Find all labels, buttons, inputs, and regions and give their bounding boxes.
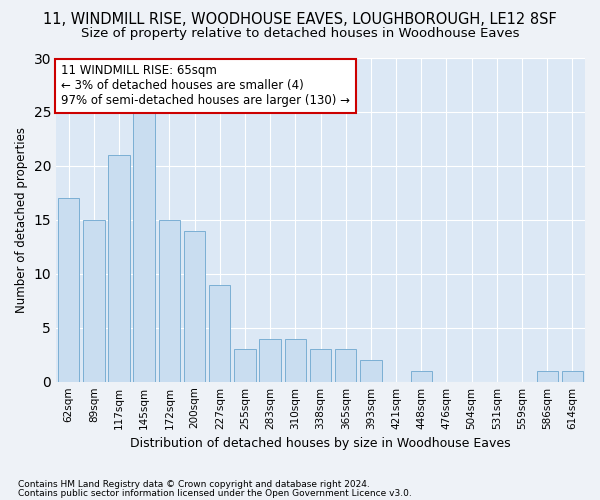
Text: Contains public sector information licensed under the Open Government Licence v3: Contains public sector information licen…: [18, 488, 412, 498]
Bar: [158, 220, 180, 382]
Bar: [83, 220, 104, 382]
Bar: [360, 360, 382, 382]
Text: Contains HM Land Registry data © Crown copyright and database right 2024.: Contains HM Land Registry data © Crown c…: [18, 480, 370, 489]
Bar: [335, 350, 356, 382]
Bar: [284, 338, 306, 382]
Bar: [234, 350, 256, 382]
Bar: [310, 350, 331, 382]
Bar: [133, 112, 155, 382]
Text: 11 WINDMILL RISE: 65sqm
← 3% of detached houses are smaller (4)
97% of semi-deta: 11 WINDMILL RISE: 65sqm ← 3% of detached…: [61, 64, 350, 108]
Bar: [259, 338, 281, 382]
Bar: [209, 284, 230, 382]
Bar: [184, 230, 205, 382]
Bar: [58, 198, 79, 382]
Text: Size of property relative to detached houses in Woodhouse Eaves: Size of property relative to detached ho…: [81, 28, 519, 40]
Bar: [562, 371, 583, 382]
Bar: [109, 155, 130, 382]
X-axis label: Distribution of detached houses by size in Woodhouse Eaves: Distribution of detached houses by size …: [130, 437, 511, 450]
Bar: [536, 371, 558, 382]
Bar: [410, 371, 432, 382]
Y-axis label: Number of detached properties: Number of detached properties: [15, 127, 28, 313]
Text: 11, WINDMILL RISE, WOODHOUSE EAVES, LOUGHBOROUGH, LE12 8SF: 11, WINDMILL RISE, WOODHOUSE EAVES, LOUG…: [43, 12, 557, 28]
